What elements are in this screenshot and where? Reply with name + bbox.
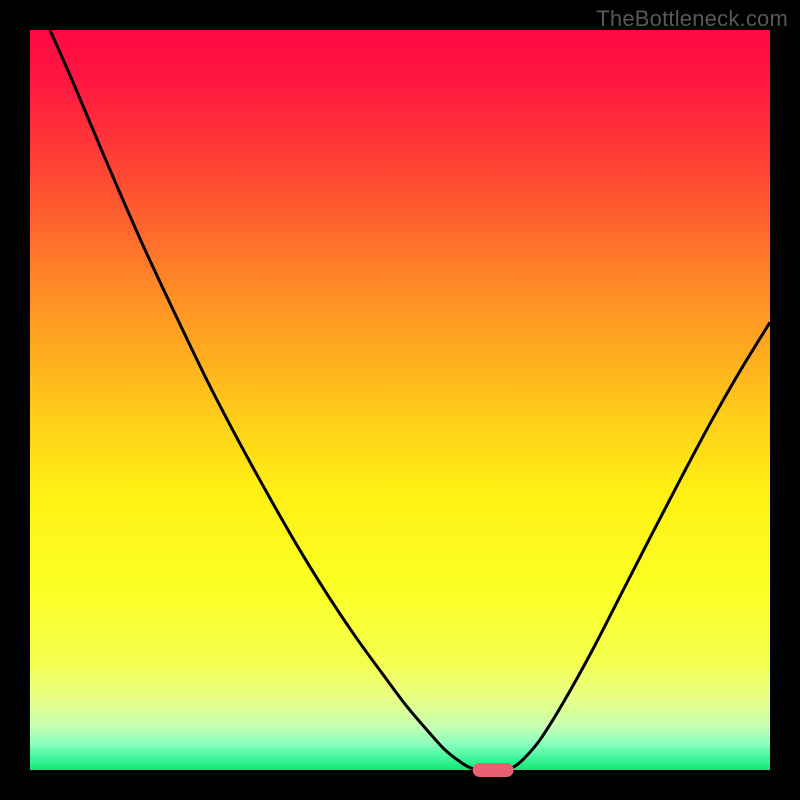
chart-gradient-background — [30, 30, 770, 770]
bottleneck-chart — [30, 30, 770, 770]
watermark-text: TheBottleneck.com — [596, 6, 788, 32]
optimal-point-marker — [473, 763, 514, 777]
